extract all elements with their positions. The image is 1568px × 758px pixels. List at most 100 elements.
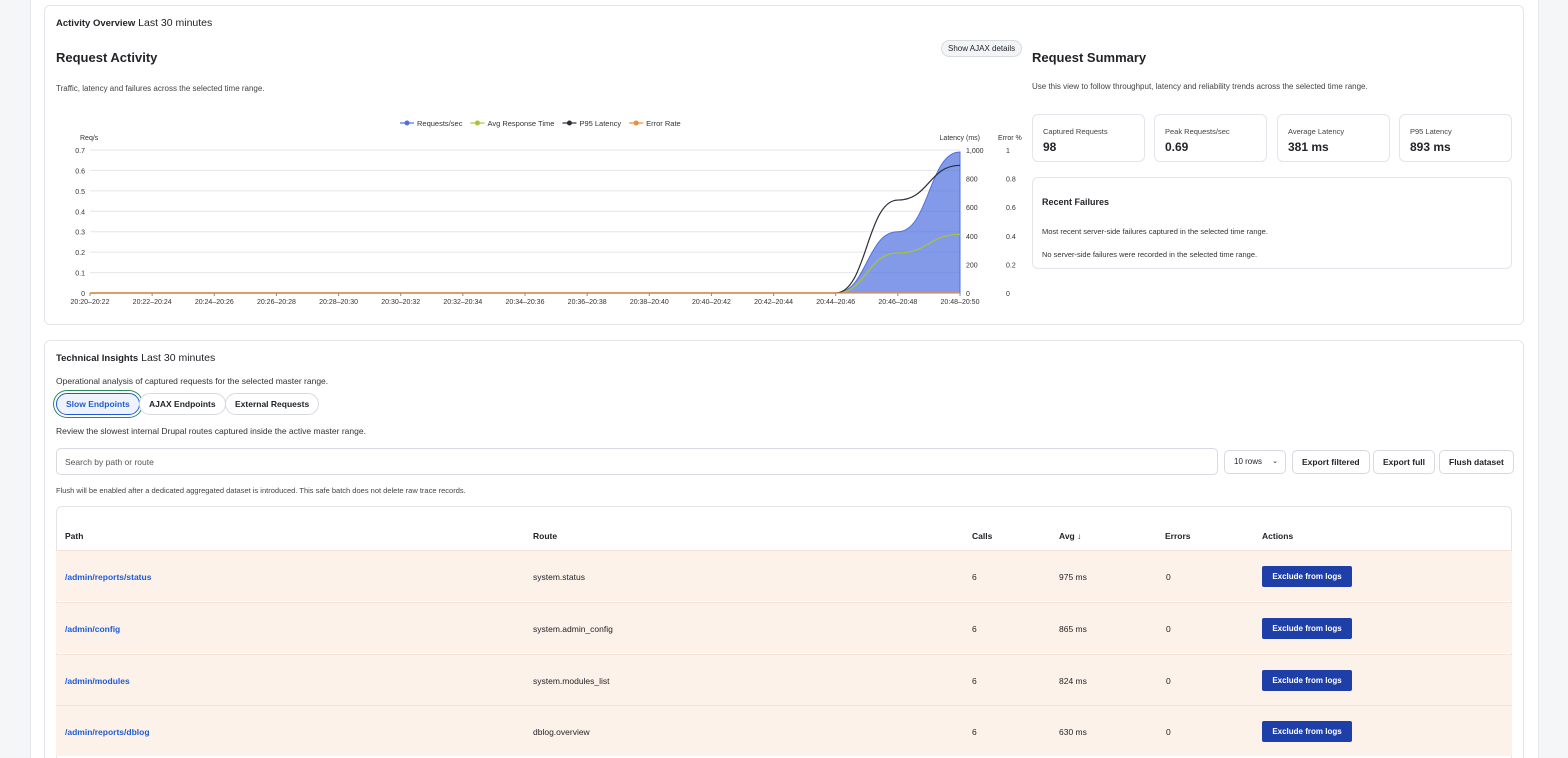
y-right-tick-label: 1,000 (966, 148, 984, 155)
exclude-from-logs-button[interactable]: Exclude from logs (1262, 721, 1352, 742)
path-link[interactable]: /admin/reports/status (65, 572, 152, 582)
x-tick-label: 20:34–20:36 (506, 299, 545, 306)
stat-label: Average Latency (1288, 127, 1345, 136)
insights-subtitle: Operational analysis of captured request… (56, 376, 329, 386)
route-cell: system.admin_config (533, 624, 613, 634)
recent-failures-title: Recent Failures (1042, 197, 1110, 207)
y-right2-tick-label: 0.8 (1006, 177, 1016, 184)
legend-marker (566, 120, 572, 126)
tab-ajax-endpoints[interactable]: AJAX Endpoints (139, 393, 226, 415)
column-header-errors[interactable]: Errors (1165, 531, 1191, 541)
stat-label: Peak Requests/sec (1165, 127, 1230, 136)
x-tick-label: 20:20–20:22 (71, 299, 110, 306)
y-right2-tick-label: 0.6 (1006, 205, 1016, 212)
exclude-from-logs-button[interactable]: Exclude from logs (1262, 618, 1352, 639)
activity-overview-label: Activity Overview (56, 18, 136, 29)
legend-marker (404, 120, 410, 126)
legend-label: P95 Latency (579, 119, 621, 128)
legend-marker (474, 120, 480, 126)
x-tick-label: 20:44–20:46 (816, 299, 855, 306)
stat-captured-requests: Captured Requests 98 (1032, 114, 1145, 162)
calls-cell: 6 (972, 624, 977, 634)
tab-description: Review the slowest internal Drupal route… (56, 426, 366, 436)
legend-label: Error Rate (646, 119, 681, 128)
y-left-tick-label: 0.2 (75, 250, 85, 257)
x-tick-label: 20:26–20:28 (257, 299, 296, 306)
y-left-tick-label: 0 (81, 291, 85, 298)
technical-insights-label: Technical Insights (56, 353, 139, 364)
avg-cell: 824 ms (1059, 676, 1087, 686)
request-activity-title: Request Activity (56, 50, 158, 65)
path-link[interactable]: /admin/config (65, 624, 121, 634)
x-tick-label: 20:22–20:24 (133, 299, 172, 306)
x-tick-label: 20:46–20:48 (878, 299, 917, 306)
tab-slow-endpoints[interactable]: Slow Endpoints (56, 393, 140, 415)
column-header-avg[interactable]: Avg ↓ (1059, 531, 1082, 541)
flush-dataset-button[interactable]: Flush dataset (1439, 450, 1514, 474)
y-left-tick-label: 0.4 (75, 209, 85, 216)
y-left-tick-label: 0.7 (75, 148, 85, 155)
technical-insights-heading: Technical Insights Last 30 minutes (56, 352, 215, 364)
stat-value: 381 ms (1288, 140, 1329, 154)
show-ajax-details-button[interactable]: Show AJAX details (941, 40, 1023, 57)
table-row: /admin/modules system.modules_list 6 824… (56, 654, 1512, 705)
y-right-tick-label: 400 (966, 234, 978, 241)
exclude-from-logs-button[interactable]: Exclude from logs (1262, 670, 1352, 691)
export-full-button[interactable]: Export full (1373, 450, 1436, 474)
recent-failures-card: Recent Failures Most recent server-side … (1032, 177, 1512, 269)
avg-cell: 975 ms (1059, 572, 1087, 582)
y-right-tick-label: 0 (966, 291, 970, 298)
route-cell: system.status (533, 572, 585, 582)
y-right2-tick-label: 0.2 (1006, 262, 1016, 269)
calls-cell: 6 (972, 676, 977, 686)
y-right2-tick-label: 1 (1006, 148, 1010, 155)
y-right-tick-label: 600 (966, 205, 978, 212)
y-right2-tick-label: 0 (1006, 291, 1010, 298)
path-link[interactable]: /admin/modules (65, 676, 130, 686)
table-row: /admin/reports/dblog dblog.overview 6 63… (56, 705, 1512, 756)
y-left-tick-label: 0.5 (75, 189, 85, 196)
exclude-from-logs-button[interactable]: Exclude from logs (1262, 566, 1352, 587)
stat-label: Captured Requests (1043, 127, 1108, 136)
x-tick-label: 20:28–20:30 (319, 299, 358, 306)
search-input[interactable] (56, 448, 1218, 475)
column-header-path[interactable]: Path (65, 531, 84, 541)
errors-cell: 0 (1166, 727, 1171, 737)
x-tick-label: 20:48–20:50 (941, 299, 980, 306)
recent-failures-empty: No server-side failures were recorded in… (1042, 250, 1258, 259)
x-tick-label: 20:30–20:32 (381, 299, 420, 306)
export-filtered-button[interactable]: Export filtered (1292, 450, 1370, 474)
table-row: /admin/reports/status system.status 6 97… (56, 550, 1512, 601)
y-right2-axis-label: Error % (998, 135, 1022, 142)
column-header-actions: Actions (1262, 531, 1294, 541)
activity-range: Last 30 minutes (138, 17, 213, 29)
activity-overview-card (44, 5, 1524, 325)
stat-value: 0.69 (1165, 140, 1189, 154)
legend-marker (633, 120, 639, 126)
stat-average-latency: Average Latency 381 ms (1277, 114, 1390, 162)
request-summary-title: Request Summary (1032, 50, 1147, 65)
y-right-tick-label: 200 (966, 262, 978, 269)
flush-note: Flush will be enabled after a dedicated … (56, 486, 466, 495)
rows-per-page-select[interactable]: 10 rows ⌄ (1224, 450, 1286, 474)
y-left-axis-label: Req/s (80, 135, 99, 142)
errors-cell: 0 (1166, 624, 1171, 634)
chart-marks (89, 151, 961, 294)
avg-cell: 630 ms (1059, 727, 1087, 737)
y-right2-tick-label: 0.4 (1006, 234, 1016, 241)
stat-peak-requests: Peak Requests/sec 0.69 (1154, 114, 1267, 162)
y-left-tick-label: 0.3 (75, 230, 85, 237)
errors-cell: 0 (1166, 676, 1171, 686)
path-link[interactable]: /admin/reports/dblog (65, 727, 150, 737)
rows-per-page-value: 10 rows (1234, 457, 1263, 466)
tab-external-requests[interactable]: External Requests (225, 393, 320, 415)
series-line (89, 164, 961, 294)
route-cell: system.modules_list (533, 676, 610, 686)
chevron-down-icon: ⌄ (1272, 458, 1278, 465)
calls-cell: 6 (972, 727, 977, 737)
column-header-calls[interactable]: Calls (972, 531, 993, 541)
request-activity-chart: Requests/sec Avg Response Time P95 Latency… (71, 119, 1022, 306)
column-header-route[interactable]: Route (533, 531, 558, 541)
x-tick-label: 20:42–20:44 (754, 299, 793, 306)
x-tick-label: 20:38–20:40 (630, 299, 669, 306)
